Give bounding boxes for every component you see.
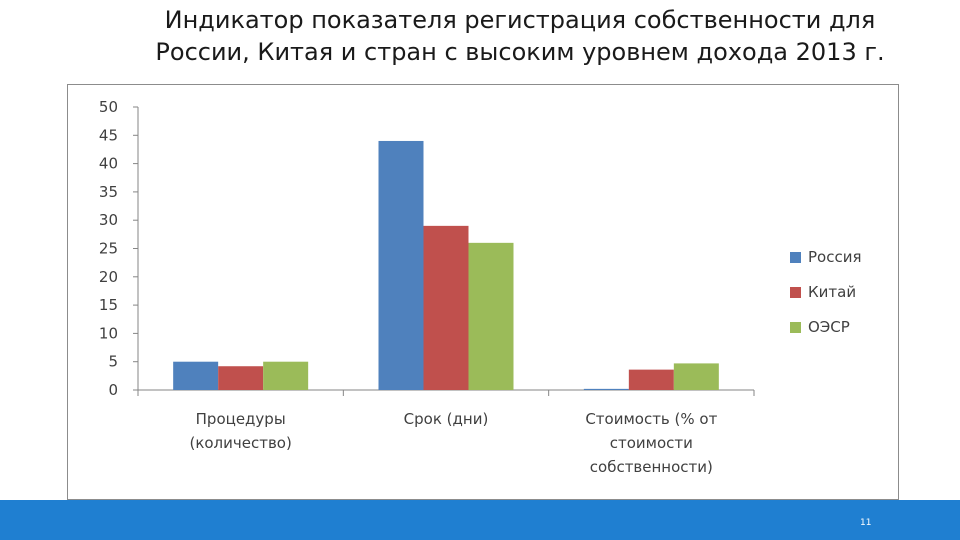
x-category-label: Срок (дни) bbox=[404, 410, 489, 428]
legend-swatch bbox=[790, 322, 801, 333]
y-tick-label: 5 bbox=[108, 353, 118, 371]
y-tick-label: 40 bbox=[99, 155, 118, 173]
y-tick-label: 15 bbox=[99, 296, 118, 314]
y-tick-label: 20 bbox=[99, 268, 118, 286]
y-tick-label: 10 bbox=[99, 324, 118, 342]
bar bbox=[468, 242, 514, 390]
bar bbox=[423, 225, 469, 390]
footer-bar bbox=[0, 500, 960, 540]
slide-title: Индикатор показателя регистрация собстве… bbox=[100, 4, 940, 68]
x-category-label: (количество) bbox=[189, 434, 291, 452]
bar bbox=[583, 388, 629, 390]
bar bbox=[628, 369, 674, 390]
legend-label: Россия bbox=[808, 248, 862, 266]
legend-label: Китай bbox=[808, 283, 856, 301]
y-tick-label: 50 bbox=[99, 98, 118, 116]
y-tick-label: 30 bbox=[99, 211, 118, 229]
bar bbox=[263, 361, 309, 390]
bar bbox=[218, 366, 264, 390]
bar-chart: 0 5 10 15 20 25 30 35 40 45 50 Процедуры (количество… bbox=[99, 98, 862, 476]
page-number: 11 bbox=[860, 518, 872, 528]
y-tick-label: 25 bbox=[99, 240, 118, 258]
x-category-label: собственности) bbox=[590, 458, 713, 476]
y-tick-label: 0 bbox=[108, 381, 118, 399]
chart-frame: 0 5 10 15 20 25 30 35 40 45 50 Процедуры (количество… bbox=[67, 84, 899, 500]
slide-title-line-1: Индикатор показателя регистрация собстве… bbox=[164, 6, 876, 34]
bar bbox=[173, 361, 219, 390]
legend-swatch bbox=[790, 287, 801, 298]
bar bbox=[673, 363, 719, 390]
x-category-label: Стоимость (% от bbox=[585, 410, 717, 428]
x-category-label: стоимости bbox=[610, 434, 693, 452]
legend-swatch bbox=[790, 252, 801, 263]
x-category-label: Процедуры bbox=[196, 410, 286, 428]
legend-label: ОЭСР bbox=[808, 318, 850, 336]
slide-title-line-2: России, Китая и стран с высоким уровнем … bbox=[155, 38, 885, 66]
y-tick-label: 35 bbox=[99, 183, 118, 201]
y-tick-label: 45 bbox=[99, 126, 118, 144]
bar bbox=[378, 140, 424, 390]
